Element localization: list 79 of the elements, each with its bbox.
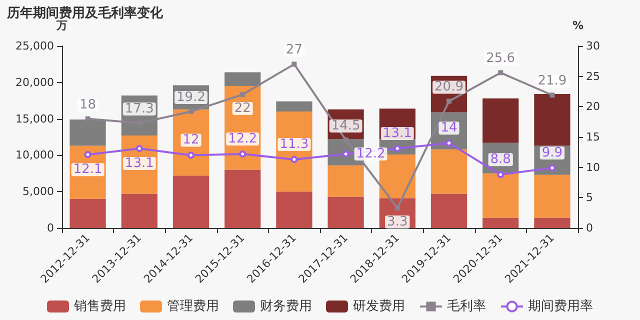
- data-label: 18: [80, 97, 96, 112]
- data-label: 19.2: [176, 90, 206, 106]
- y2-tick-label: 5: [586, 191, 593, 204]
- bar: [224, 72, 261, 86]
- bar: [482, 173, 519, 218]
- point: [84, 151, 92, 158]
- data-label: 12.2: [356, 146, 386, 162]
- y2-tick-label: 10: [586, 160, 600, 174]
- bar: [70, 198, 106, 228]
- point: [446, 98, 452, 104]
- bar: [328, 165, 364, 197]
- bar: [328, 196, 364, 228]
- data-label: 13.1: [382, 126, 412, 142]
- data-label: 27: [286, 42, 302, 58]
- point: [136, 145, 143, 152]
- data-label: 8.8: [490, 152, 511, 168]
- data-label: 21.9: [538, 74, 567, 89]
- data-label: 12: [182, 132, 200, 148]
- point: [394, 145, 401, 152]
- bar: [224, 170, 261, 228]
- legend-label: 财务费用: [260, 299, 312, 314]
- bar: [276, 192, 312, 228]
- y2-axis-title: %: [572, 19, 584, 32]
- data-label: 13.1: [124, 156, 154, 172]
- point: [290, 156, 298, 163]
- y2-tick-label: 25: [586, 70, 600, 83]
- bar: [430, 149, 468, 194]
- legend-label: 研发费用: [353, 299, 405, 314]
- point: [188, 152, 194, 159]
- bar: [276, 101, 312, 112]
- y-axis-title: 万: [56, 19, 68, 32]
- data-label: 22: [234, 101, 251, 116]
- point: [188, 109, 194, 114]
- y2-tick-label: 15: [586, 130, 600, 144]
- bar: [482, 98, 519, 143]
- bar: [430, 194, 468, 228]
- bar: [534, 94, 570, 146]
- y2-tick-label: 20: [586, 100, 600, 114]
- data-label: 20.9: [434, 80, 464, 95]
- point: [548, 164, 556, 172]
- data-label: 14: [440, 120, 458, 136]
- point: [239, 150, 246, 158]
- point: [446, 140, 452, 147]
- data-label: 12.1: [73, 162, 102, 178]
- y-tick-label: 25,000: [16, 40, 54, 52]
- bar: [70, 120, 106, 146]
- legend-label: 期间费用率: [528, 298, 593, 314]
- bar: [121, 194, 158, 228]
- y-tick-label: 5,000: [22, 185, 54, 198]
- bar: [534, 218, 570, 228]
- y-tick-label: 20,000: [16, 76, 54, 89]
- bar: [482, 218, 519, 228]
- data-label: 12.2: [228, 131, 258, 146]
- data-label: 9.9: [542, 145, 563, 160]
- legend-label: 销售费用: [73, 299, 126, 314]
- y-tick-label: 15,000: [16, 112, 54, 126]
- point: [240, 92, 246, 98]
- y2-tick-label: 0: [586, 222, 593, 234]
- point: [343, 138, 348, 143]
- y-tick-label: 10,000: [16, 148, 54, 162]
- point: [85, 116, 90, 122]
- legend-label: 管理费用: [167, 299, 219, 314]
- point: [497, 171, 504, 178]
- point: [550, 92, 555, 98]
- data-label: 14.5: [331, 118, 360, 134]
- point: [498, 70, 504, 76]
- data-label: 17.3: [124, 102, 154, 117]
- y-tick-label: 0: [47, 222, 54, 234]
- data-label: 11.3: [280, 136, 309, 152]
- point: [292, 62, 297, 67]
- chart-title: 历年期间费用及毛利率变化: [6, 5, 164, 21]
- legend-label: 毛利率: [447, 298, 486, 314]
- data-label: 25.6: [486, 51, 516, 66]
- data-label: 3.3: [387, 214, 408, 230]
- point: [342, 150, 350, 158]
- bar: [534, 174, 570, 218]
- y2-tick-label: 30: [586, 40, 600, 52]
- bar: [172, 176, 210, 228]
- point: [394, 205, 400, 210]
